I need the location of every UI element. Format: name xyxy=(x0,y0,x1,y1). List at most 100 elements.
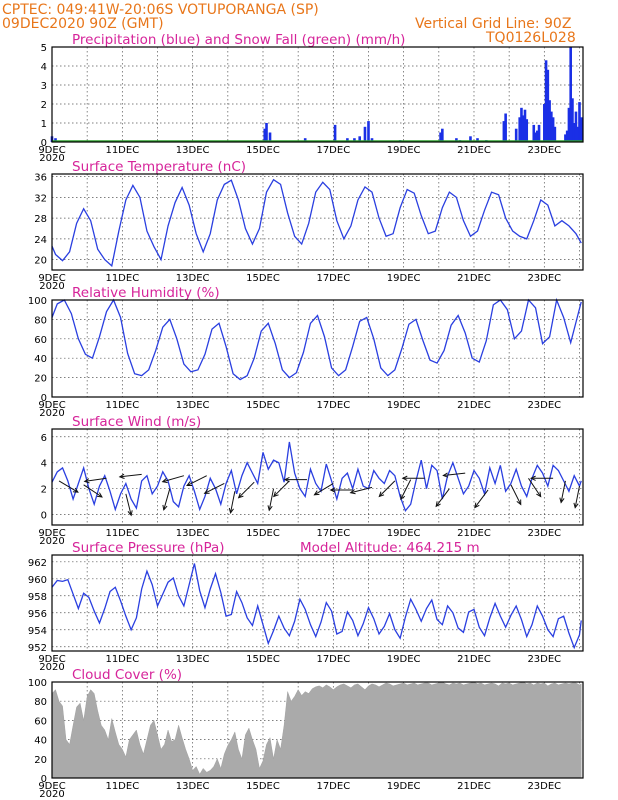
y-tick-label: 958 xyxy=(28,592,47,603)
wind-arrow xyxy=(378,480,396,498)
precip-bar xyxy=(578,102,581,142)
temperature-panel: 20 24 28 32 36 9DEC2020 11DEC 13DEC 15DEC 17DEC 19… xyxy=(34,159,584,292)
precip-bar xyxy=(525,119,529,142)
wind-arrow-head xyxy=(118,473,125,479)
x-tick-label: 19DEC xyxy=(387,528,421,539)
wind-arrow xyxy=(237,481,255,499)
wind-arrow-head xyxy=(283,476,290,483)
wind-arrow-shaft xyxy=(435,488,450,507)
wind-panel: 0 2 4 6 9DEC2020 11DEC 13DEC 15DEC 17DEC 19DEC 21D… xyxy=(38,414,584,547)
precip-bar xyxy=(502,121,506,142)
precip-bar xyxy=(367,121,370,142)
x-tick-label: 9DEC xyxy=(38,145,65,156)
wind-arrow-head xyxy=(559,497,565,504)
y-tick-label: 40 xyxy=(34,354,47,365)
wind-arrow-head xyxy=(435,501,441,508)
y-tick-label: 956 xyxy=(28,609,47,620)
wind-arrow xyxy=(529,475,554,481)
temperature-frame xyxy=(51,173,584,271)
wind-arrow-shaft xyxy=(574,485,580,508)
y-tick-label: 80 xyxy=(34,697,47,708)
y-tick-label: 960 xyxy=(28,575,47,586)
grid-line-note: Vertical Grid Line: 90Z xyxy=(415,16,571,32)
wind-arrow xyxy=(510,484,522,506)
precip-bar xyxy=(523,109,527,142)
wind-arrow xyxy=(283,476,307,483)
wind-arrow-shaft xyxy=(125,493,132,516)
y-tick-label: 36 xyxy=(34,173,47,184)
precip-bar xyxy=(520,107,523,142)
wind-arrow-head xyxy=(400,494,406,501)
wind-arrow-head xyxy=(536,491,542,498)
x-year-label: 2020 xyxy=(39,662,64,673)
cloud-frame xyxy=(51,681,584,779)
y-tick-label: 6 xyxy=(41,433,47,444)
station-header: CPTEC: 049:41W-20:06S VOTUPORANGA (SP) xyxy=(2,2,319,18)
wind-arrow-shaft xyxy=(528,478,542,497)
x-tick-label: 21DEC xyxy=(457,400,491,411)
precip-bar xyxy=(521,115,525,142)
precip-bar xyxy=(550,111,553,142)
wind-arrow-shaft xyxy=(314,483,334,496)
pressure-frame xyxy=(51,554,584,652)
wind-arrow-head xyxy=(161,478,168,484)
x-tick-label: 15DEC xyxy=(246,273,280,284)
wind-arrow xyxy=(186,475,207,487)
precip-bar xyxy=(569,47,572,142)
x-tick-label: 23DEC xyxy=(527,400,561,411)
wind-arrow xyxy=(83,477,107,484)
wind-arrow-head xyxy=(329,487,336,493)
y-tick-label: 962 xyxy=(28,558,47,569)
wind-arrow xyxy=(559,480,566,504)
wind-arrow xyxy=(162,488,171,511)
x-tick-label: 13DEC xyxy=(176,400,210,411)
wind-arrow xyxy=(474,489,489,509)
precip-bar xyxy=(532,124,536,142)
x-tick-label: 19DEC xyxy=(387,273,421,284)
x-tick-label: 17DEC xyxy=(316,145,350,156)
precip-bar xyxy=(543,104,546,142)
humidity-frame xyxy=(51,299,584,398)
wind-arrow xyxy=(313,483,334,496)
y-tick-label: 2 xyxy=(41,100,47,111)
wind-arrow-head xyxy=(442,472,449,478)
wind-arrow-shaft xyxy=(58,480,79,493)
x-tick-label: 17DEC xyxy=(316,400,350,411)
wind-arrow xyxy=(528,478,542,498)
x-tick-label: 13DEC xyxy=(176,654,210,665)
x-tick-label: 17DEC xyxy=(316,654,350,665)
precip-bar xyxy=(571,98,574,142)
wind-arrow-shaft xyxy=(268,488,275,511)
wind-arrow-head xyxy=(313,490,320,496)
x-tick-label: 21DEC xyxy=(457,781,491,792)
x-tick-label: 23DEC xyxy=(527,528,561,539)
wind-arrow xyxy=(83,484,103,498)
precip-bar xyxy=(358,136,361,142)
y-tick-label: 32 xyxy=(34,193,47,204)
x-tick-label: 9DEC xyxy=(38,528,65,539)
x-tick-label: 11DEC xyxy=(105,400,139,411)
wind-arrow-head xyxy=(573,502,579,509)
precip-bar xyxy=(353,138,356,142)
y-tick-label: 20 xyxy=(34,755,47,766)
wind-arrow-head xyxy=(162,504,168,511)
precip-bar xyxy=(476,138,479,142)
wind-arrow xyxy=(349,486,373,495)
y-tick-label: 40 xyxy=(34,736,47,747)
x-tick-label: 21DEC xyxy=(457,528,491,539)
precip-bar xyxy=(441,128,444,142)
wind-arrow-shaft xyxy=(84,477,107,482)
wind-arrow-shaft xyxy=(443,472,466,477)
y-tick-label: 0 xyxy=(41,138,47,149)
wind-arrow xyxy=(118,473,142,479)
wind-arrow-head xyxy=(516,499,522,506)
precip-bar xyxy=(546,69,550,142)
precip-bar xyxy=(574,111,578,142)
y-tick-label: 954 xyxy=(28,626,47,637)
x-tick-label: 15DEC xyxy=(246,781,280,792)
x-tick-label: 15DEC xyxy=(246,145,280,156)
wind-arrow xyxy=(203,483,225,494)
humidity-title: Relative Humidity (%) xyxy=(72,285,220,301)
x-tick-label: 13DEC xyxy=(176,273,210,284)
precip-bar xyxy=(268,132,272,142)
